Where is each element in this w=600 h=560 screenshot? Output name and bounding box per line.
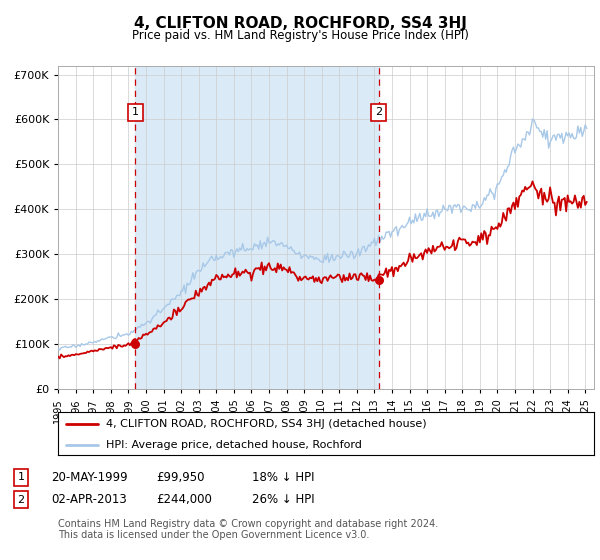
Text: 18% ↓ HPI: 18% ↓ HPI [252, 470, 314, 484]
Text: Contains HM Land Registry data © Crown copyright and database right 2024.: Contains HM Land Registry data © Crown c… [58, 519, 439, 529]
Bar [135, 66, 379, 389]
Text: £244,000: £244,000 [156, 493, 212, 506]
Text: 4, CLIFTON ROAD, ROCHFORD, SS4 3HJ: 4, CLIFTON ROAD, ROCHFORD, SS4 3HJ [134, 16, 466, 31]
Text: 26% ↓ HPI: 26% ↓ HPI [252, 493, 314, 506]
Text: 2: 2 [375, 108, 382, 118]
Text: 4, CLIFTON ROAD, ROCHFORD, SS4 3HJ (detached house): 4, CLIFTON ROAD, ROCHFORD, SS4 3HJ (deta… [106, 419, 427, 428]
Text: Price paid vs. HM Land Registry's House Price Index (HPI): Price paid vs. HM Land Registry's House … [131, 29, 469, 42]
Text: 20-MAY-1999: 20-MAY-1999 [51, 470, 128, 484]
Text: 1: 1 [131, 108, 139, 118]
Text: This data is licensed under the Open Government Licence v3.0.: This data is licensed under the Open Gov… [58, 530, 370, 540]
Text: 1: 1 [17, 472, 25, 482]
Text: £99,950: £99,950 [156, 470, 205, 484]
Text: 2: 2 [17, 494, 25, 505]
Text: 02-APR-2013: 02-APR-2013 [51, 493, 127, 506]
Text: HPI: Average price, detached house, Rochford: HPI: Average price, detached house, Roch… [106, 440, 362, 450]
